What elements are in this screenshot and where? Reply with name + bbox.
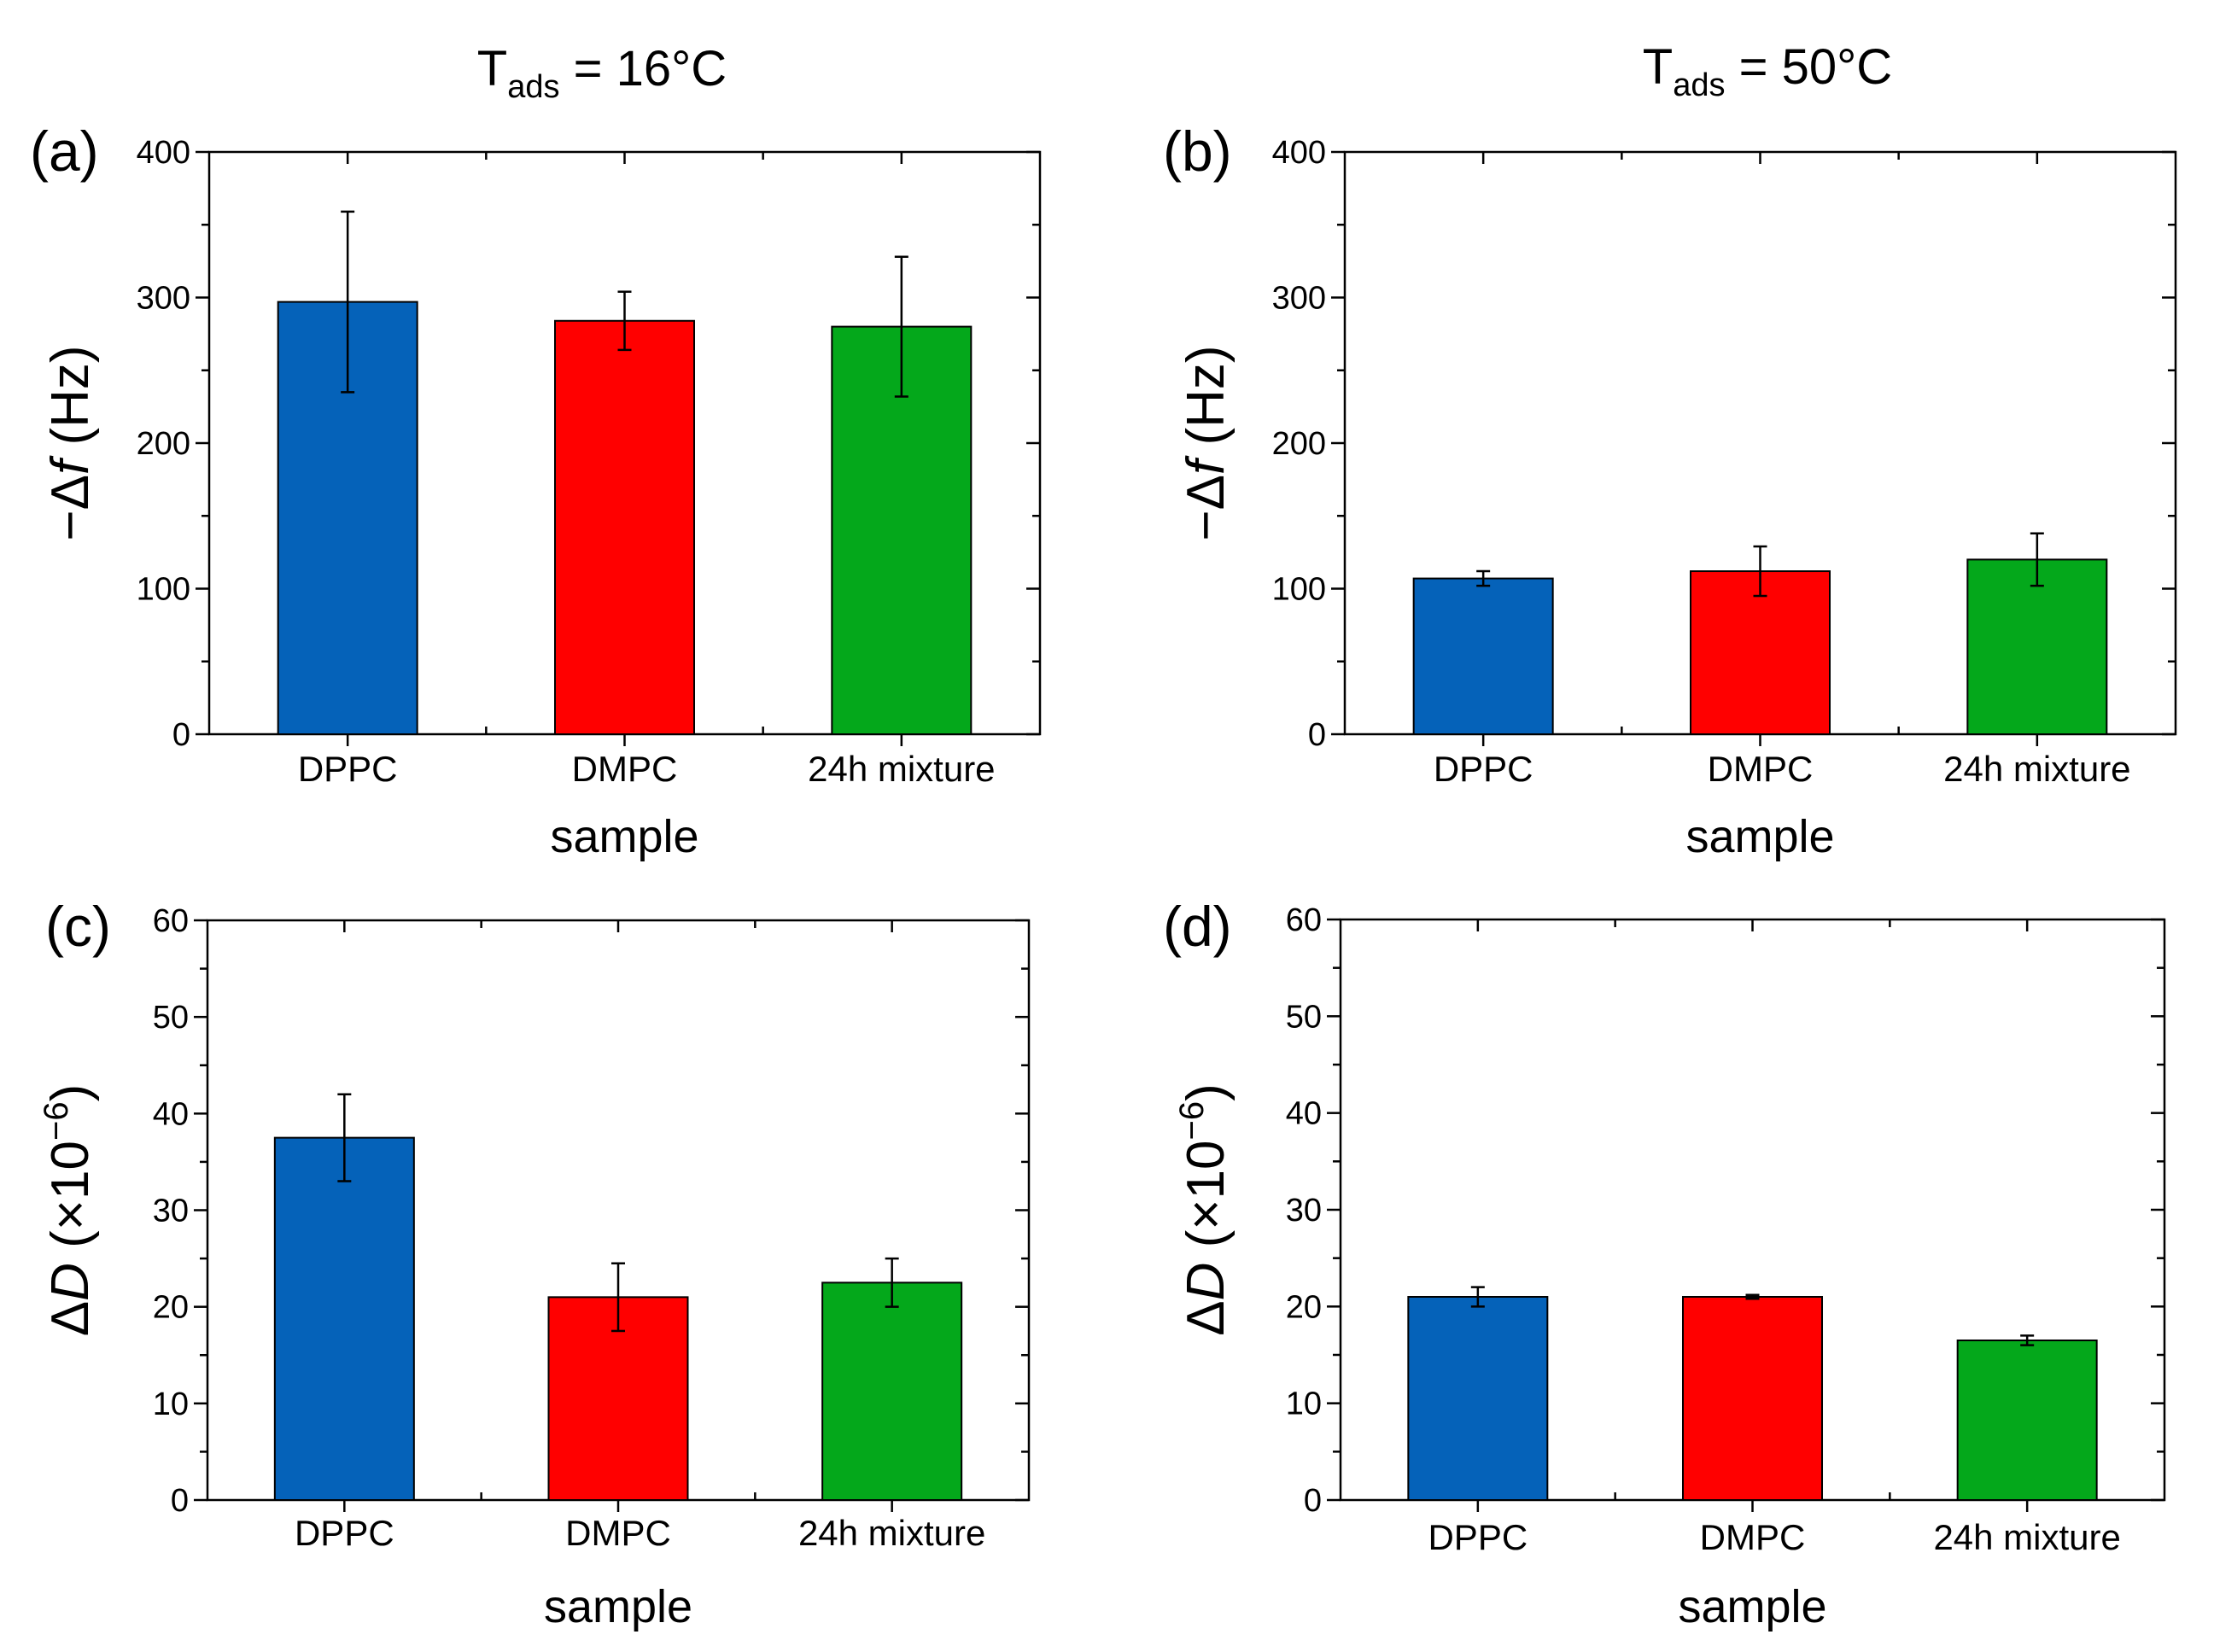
y-label-prefix: −Δ xyxy=(41,475,100,541)
y-tick-label: 400 xyxy=(137,135,190,171)
y-label-close: ) xyxy=(1177,1083,1236,1101)
bar-dppc xyxy=(1407,1296,1549,1501)
y-label-exponent: −6 xyxy=(1173,1101,1211,1141)
y-label-prefix: −Δ xyxy=(1177,475,1236,541)
x-tick-label: 24h mixture xyxy=(808,749,995,789)
y-tick-label: 100 xyxy=(1272,572,1326,608)
bar-dmpc xyxy=(1690,570,1831,735)
y-label-unit: (×10 xyxy=(41,1141,100,1263)
y-tick-label: 10 xyxy=(1286,1386,1322,1422)
y-label-unit: (Hz) xyxy=(1177,345,1236,459)
x-tick-label: DMPC xyxy=(1708,749,1814,789)
x-tick-label: 24h mixture xyxy=(1943,749,2130,789)
y-tick-label: 0 xyxy=(1308,717,1326,753)
y-label-prefix: Δ xyxy=(41,1301,100,1336)
panel-label: (b) xyxy=(1163,120,1232,183)
y-axis-label: ΔD (×10−6) xyxy=(38,1084,100,1337)
bar-24h-mixture xyxy=(1966,558,2108,736)
column-title-left: Tads = 16°C xyxy=(477,41,727,105)
panel-label: (c) xyxy=(45,895,111,958)
y-label-symbol: D xyxy=(41,1263,100,1301)
y-label-exponent: −6 xyxy=(38,1101,75,1141)
x-axis-label: sample xyxy=(550,811,698,862)
y-tick-label: 0 xyxy=(1304,1483,1322,1519)
x-tick-label: DPPC xyxy=(295,1513,394,1553)
chart-panel-d: 0 10 20 30 40 50 60 DPPC DMPC 24h mixture sample ΔD… xyxy=(1163,895,2166,1632)
x-tick-label: DPPC xyxy=(1428,1517,1528,1557)
y-tick-label: 200 xyxy=(137,426,190,462)
y-tick-label: 50 xyxy=(1286,999,1322,1035)
y-tick-label: 30 xyxy=(153,1194,189,1229)
bar-dmpc xyxy=(554,319,695,735)
y-tick-label: 60 xyxy=(153,903,189,939)
y-label-unit: (Hz) xyxy=(41,345,100,459)
panel-label: (d) xyxy=(1163,895,1232,958)
bar-24h-mixture xyxy=(821,1281,963,1501)
y-label-prefix: Δ xyxy=(1177,1300,1236,1335)
y-tick-label: 10 xyxy=(153,1386,189,1422)
bar-24h-mixture xyxy=(1956,1340,2098,1501)
x-tick-label: DMPC xyxy=(1700,1517,1806,1557)
y-tick-label: 40 xyxy=(1286,1096,1322,1132)
bar-dppc xyxy=(1412,577,1554,735)
y-label-symbol: D xyxy=(1177,1263,1236,1301)
y-tick-label: 0 xyxy=(171,1483,189,1519)
chart-panel-c: 0 10 20 30 40 50 60 DPPC DMPC 24h mixture sample ΔD… xyxy=(38,895,1031,1632)
x-axis-label: sample xyxy=(544,1581,692,1632)
y-tick-label: 20 xyxy=(1286,1289,1322,1325)
y-axis-label: ΔD (×10−6) xyxy=(1173,1083,1236,1336)
bar-dmpc xyxy=(1682,1296,1823,1501)
y-axis-label: −Δf (Hz) xyxy=(1177,345,1236,540)
x-tick-label: DMPC xyxy=(565,1513,671,1553)
x-tick-label: DMPC xyxy=(572,749,678,789)
y-tick-label: 100 xyxy=(137,572,190,608)
x-tick-label: DPPC xyxy=(298,749,398,789)
y-axis-label: −Δf (Hz) xyxy=(41,345,100,540)
y-tick-label: 50 xyxy=(153,1000,189,1036)
y-tick-label: 20 xyxy=(153,1290,189,1326)
x-tick-label: 24h mixture xyxy=(798,1513,985,1553)
y-tick-label: 300 xyxy=(137,281,190,317)
y-label-unit: (×10 xyxy=(1177,1141,1236,1263)
y-tick-label: 400 xyxy=(1272,135,1326,171)
y-tick-label: 60 xyxy=(1286,902,1322,938)
x-axis-label: sample xyxy=(1685,811,1834,862)
y-tick-label: 40 xyxy=(153,1096,189,1132)
x-tick-label: DPPC xyxy=(1434,749,1533,789)
chart-panel-a: 0 100 200 300 400 DPPC DMPC 24h mixture sample −Δ… xyxy=(30,120,1042,862)
panel-label: (a) xyxy=(30,120,99,183)
y-label-close: ) xyxy=(41,1084,100,1102)
x-tick-label: 24h mixture xyxy=(1933,1517,2120,1557)
y-tick-label: 200 xyxy=(1272,426,1326,462)
column-title-right: Tads = 50°C xyxy=(1643,39,1892,103)
x-axis-label: sample xyxy=(1678,1581,1826,1632)
y-tick-label: 300 xyxy=(1272,281,1326,317)
y-tick-label: 30 xyxy=(1286,1193,1322,1229)
chart-panel-b: 0 100 200 300 400 DPPC DMPC 24h mixture sample −Δ… xyxy=(1163,120,2177,862)
y-tick-label: 0 xyxy=(172,717,190,753)
bar-dppc xyxy=(273,1136,415,1501)
